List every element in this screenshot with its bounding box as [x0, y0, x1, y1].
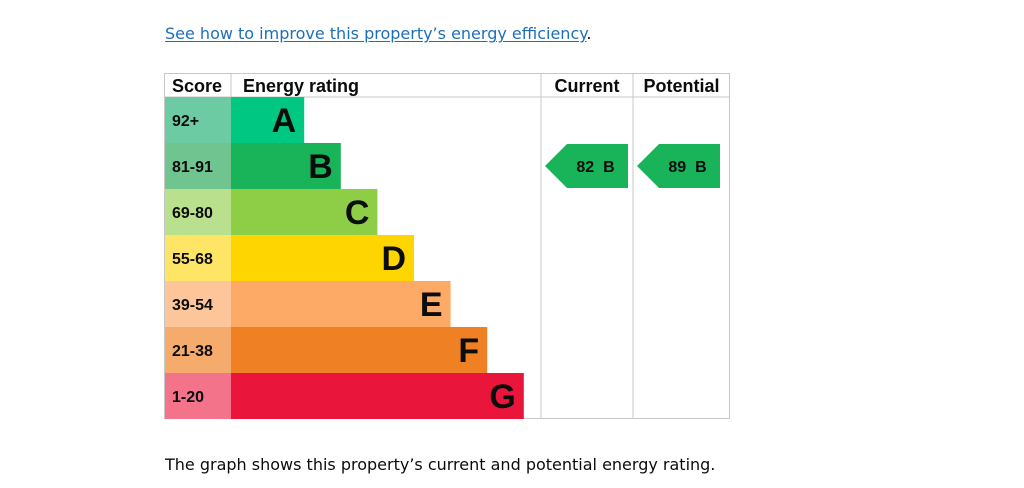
header-score: Score	[172, 76, 222, 96]
current-rating-arrow	[545, 144, 628, 188]
score-label-d: 55-68	[172, 251, 213, 268]
band-bar-f	[231, 327, 488, 373]
header-energy-rating: Energy rating	[243, 76, 359, 96]
header-potential: Potential	[643, 76, 719, 96]
potential-rating-arrow	[637, 144, 720, 188]
band-letter-f: F	[458, 332, 479, 370]
improve-link-line: See how to improve this property’s energ…	[165, 24, 592, 43]
band-bar-c	[231, 189, 378, 235]
score-cell-c	[165, 189, 231, 235]
potential-rating-label: 89 B	[668, 159, 706, 176]
score-cell-f	[165, 327, 231, 373]
chart-caption: The graph shows this property’s current …	[165, 455, 716, 474]
score-label-g: 1-20	[172, 389, 204, 406]
improve-energy-efficiency-link[interactable]: See how to improve this property’s energ…	[165, 24, 587, 43]
score-label-a: 92+	[172, 113, 199, 130]
band-letter-a: A	[272, 102, 297, 140]
band-bar-d	[231, 235, 414, 281]
current-rating-label: 82 B	[576, 159, 614, 176]
score-label-b: 81-91	[172, 159, 213, 176]
score-cell-b	[165, 143, 231, 189]
band-bar-a	[231, 97, 305, 143]
band-letter-e: E	[420, 286, 443, 324]
header-current: Current	[554, 76, 619, 96]
band-bar-b	[231, 143, 341, 189]
score-cell-e	[165, 281, 231, 327]
energy-rating-chart: Score Energy rating Current Potential 92+ A 81…	[164, 73, 730, 419]
band-letter-g: G	[489, 378, 515, 416]
score-cell-a	[165, 97, 231, 143]
improve-link-suffix: .	[586, 24, 592, 43]
band-letter-b: B	[308, 148, 333, 186]
band-letter-d: D	[381, 240, 406, 278]
band-letter-c: C	[345, 194, 370, 232]
score-label-e: 39-54	[172, 297, 213, 314]
score-label-c: 69-80	[172, 205, 213, 222]
band-bar-g	[231, 373, 524, 419]
band-bar-e	[231, 281, 451, 327]
score-label-f: 21-38	[172, 343, 213, 360]
score-cell-g	[165, 373, 231, 419]
score-cell-d	[165, 235, 231, 281]
